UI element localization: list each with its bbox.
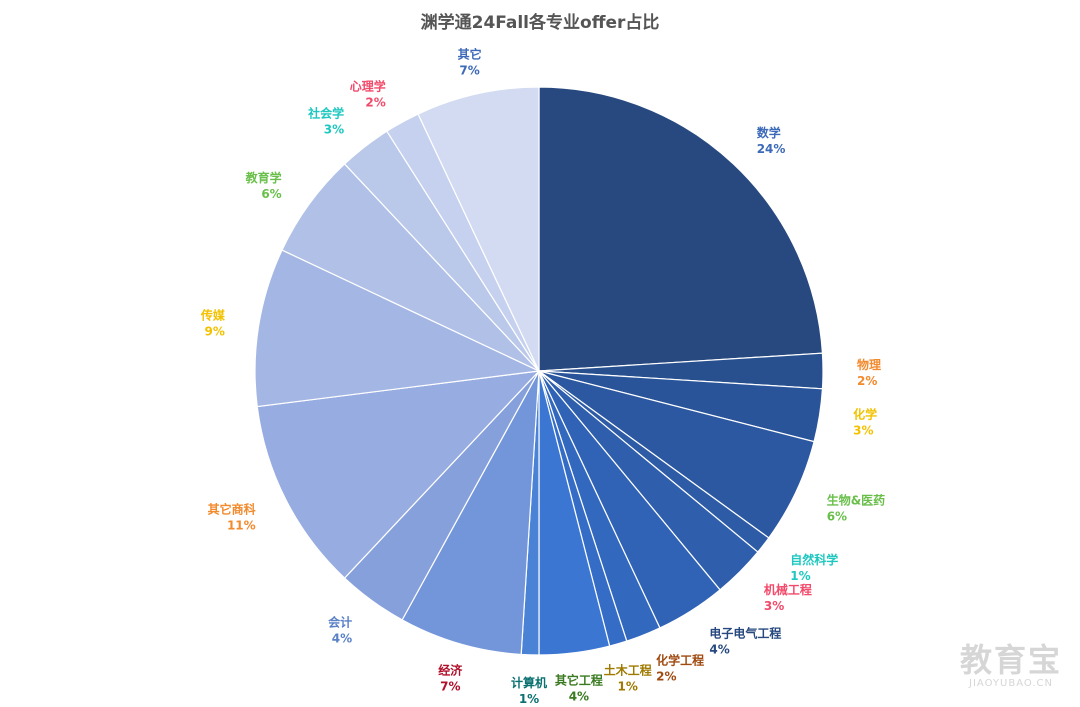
pie-slice-0 [538, 86, 824, 372]
pie-slice-18 [417, 86, 540, 372]
watermark-sub: JIAOYUBAO.CN [969, 678, 1053, 689]
slice-name-label-13: 其它商科 [208, 501, 256, 516]
slice-percent-label-9: 4% [569, 690, 589, 704]
slice-name-label-0: 数学 [757, 125, 781, 140]
slice-percent-label-15: 6% [261, 187, 281, 201]
slice-name-label-9: 其它工程 [555, 673, 603, 688]
slice-name-label-1: 物理 [857, 357, 881, 372]
slice-percent-label-0: 24% [757, 142, 786, 156]
slice-percent-label-1: 2% [857, 374, 877, 388]
watermark-main: 教育宝 [959, 641, 1062, 679]
pie-slice-14 [254, 249, 542, 408]
slice-name-label-18: 其它 [458, 47, 482, 62]
slice-percent-label-12: 4% [332, 631, 352, 645]
slice-percent-label-16: 3% [324, 123, 344, 137]
slice-percent-label-3: 6% [827, 509, 847, 523]
slice-percent-label-8: 1% [618, 679, 638, 693]
slice-name-label-12: 会计 [328, 614, 352, 629]
slice-percent-label-11: 7% [440, 679, 460, 693]
pie-labels: 数学24%物理2%化学3%生物&医药6%自然科学1%机械工程3%电子电气工程4%… [200, 47, 885, 706]
watermark: 教育宝 JIAOYUBAO.CN [960, 642, 1062, 689]
slice-name-label-4: 自然科学 [790, 552, 838, 567]
slice-percent-label-14: 9% [205, 324, 225, 338]
slice-name-label-16: 社会学 [307, 106, 344, 121]
slice-name-label-8: 土木工程 [604, 662, 652, 677]
slice-name-label-3: 生物&医药 [827, 492, 885, 507]
slice-percent-label-10: 1% [519, 692, 539, 706]
slice-percent-label-18: 7% [459, 64, 479, 78]
pie-slices [254, 86, 824, 656]
slice-name-label-17: 心理学 [350, 78, 386, 93]
chart-title: 渊学通24Fall各专业offer占比 [420, 13, 660, 33]
slice-name-label-15: 教育学 [245, 170, 282, 185]
slice-name-label-2: 化学 [853, 407, 877, 422]
slice-name-label-14: 传媒 [200, 307, 226, 322]
slice-name-label-11: 经济 [438, 662, 463, 677]
slice-percent-label-4: 1% [790, 569, 810, 583]
slice-percent-label-7: 2% [656, 670, 676, 684]
pie-slice-13 [256, 370, 541, 579]
slice-name-label-5: 机械工程 [764, 582, 812, 597]
slice-name-label-7: 化学工程 [656, 653, 704, 668]
slice-percent-label-13: 11% [227, 518, 256, 532]
slice-percent-label-17: 2% [365, 95, 385, 109]
slice-percent-label-5: 3% [764, 599, 784, 613]
pie-slice-11 [401, 370, 540, 656]
slice-percent-label-6: 4% [709, 643, 729, 657]
slice-name-label-6: 电子电气工程 [709, 626, 781, 641]
slice-percent-label-2: 3% [853, 424, 873, 438]
slice-name-label-10: 计算机 [511, 675, 547, 690]
